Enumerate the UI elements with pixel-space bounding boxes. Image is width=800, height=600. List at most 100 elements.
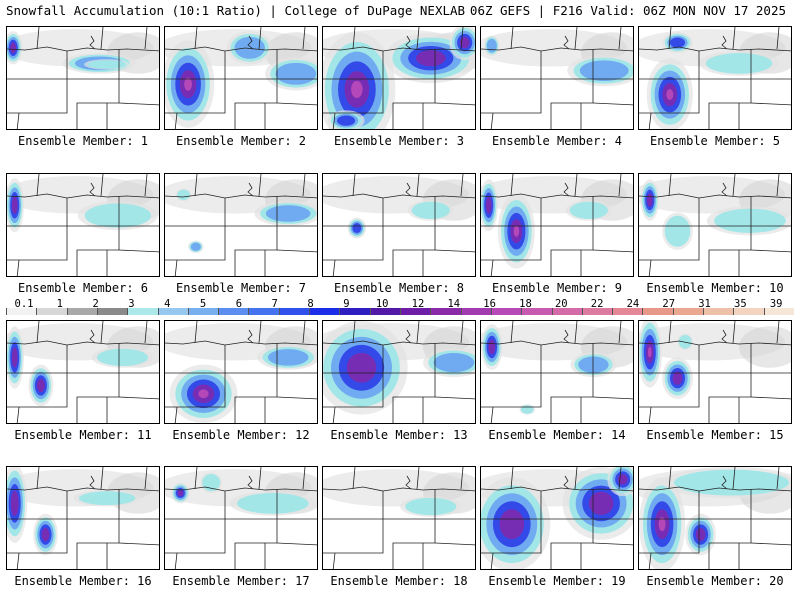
snowfall-map [481,321,633,423]
snowfall-map [7,467,159,569]
ensemble-member-label: Ensemble Member: 10 [646,281,784,295]
snowfall-map [323,174,475,276]
state-border [100,321,104,344]
state-border [89,475,96,490]
snowfall-area [513,225,520,237]
color-scale-label: 6 [235,298,243,310]
state-border [592,396,633,400]
state-border [144,27,148,50]
state-border [276,102,317,106]
state-border [592,102,633,106]
state-border [776,27,780,50]
ensemble-member-map [480,320,634,424]
color-scale-label: 1 [56,298,63,310]
state-border [460,467,464,490]
state-border [352,174,356,197]
ensemble-member-map [322,320,476,424]
state-border [7,193,159,199]
color-scale: 0.1 1 2 3 4 5 6 7 8 9 10 12 14 16 18 20 22 24 27 31 35 39 [6,298,795,318]
state-border [302,321,306,344]
ensemble-member-label: Ensemble Member: 17 [172,574,310,588]
snowfall-area [177,189,190,200]
state-border [165,340,317,346]
snowfall-area [78,491,136,506]
state-border [648,406,652,423]
snowfall-area [569,201,608,220]
snowfall-area [588,491,614,516]
color-scale-bin [642,308,674,315]
state-border [416,467,420,490]
color-scale-label: 31 [698,298,711,310]
state-border [699,78,752,129]
state-border [174,259,178,276]
state-border [668,467,672,490]
state-border [174,552,178,569]
state-border [416,321,420,344]
snowfall-area [184,77,193,91]
color-scale-label: 39 [769,298,783,310]
state-border [67,518,120,569]
snowfall-map [639,27,791,129]
state-border [258,27,262,50]
snowfall-area [666,89,674,101]
color-scale-label: 9 [343,298,350,310]
state-border [194,467,198,490]
state-border [750,396,791,400]
snowfall-area [10,42,17,54]
color-scale-bin [187,308,219,315]
snowfall-area [202,473,221,492]
state-border [776,321,780,344]
state-border [225,78,278,129]
state-border [7,79,68,114]
state-border [563,35,570,50]
state-border [174,406,178,423]
color-scale-bin [703,308,734,315]
ensemble-member-label: Ensemble Member: 14 [488,428,626,442]
state-border [332,259,336,276]
color-scale-bin [96,308,128,315]
state-border [574,467,578,490]
state-border [323,193,475,199]
state-border [100,174,104,197]
snowfall-area [486,38,497,53]
color-scale-label: 4 [164,298,171,310]
state-border [574,27,578,50]
state-border [563,329,570,344]
state-border [165,373,226,408]
state-border [639,226,700,261]
state-border [323,226,384,261]
snowfall-area [36,378,45,393]
state-border [383,225,436,276]
color-scale-bin [157,308,189,315]
state-border [352,321,356,344]
snowfall-map [481,467,633,569]
state-border [89,329,96,344]
color-scale-bin [733,308,765,315]
color-scale-bin [278,308,310,315]
state-border [247,475,254,490]
state-border [639,519,700,554]
state-border [776,467,780,490]
color-scale-label: 3 [128,298,135,310]
snowfall-area [267,349,309,366]
state-border [592,249,633,253]
state-border [89,182,96,197]
color-scale-bin [490,308,522,315]
state-border [490,112,494,129]
state-border [323,486,475,492]
state-border [750,102,791,106]
ensemble-member-map [164,173,318,277]
color-scale-bin [127,308,159,315]
state-border [36,467,40,490]
state-border [36,174,40,197]
state-border [247,329,254,344]
color-scale-label: 14 [447,298,461,310]
color-scale-label: 27 [662,298,676,310]
ensemble-member-map [638,173,792,277]
state-border [481,519,542,554]
snowfall-map [639,174,791,276]
state-border [302,174,306,197]
snowfall-area [714,208,786,233]
snowfall-map [7,27,159,129]
snowfall-area [87,60,127,69]
